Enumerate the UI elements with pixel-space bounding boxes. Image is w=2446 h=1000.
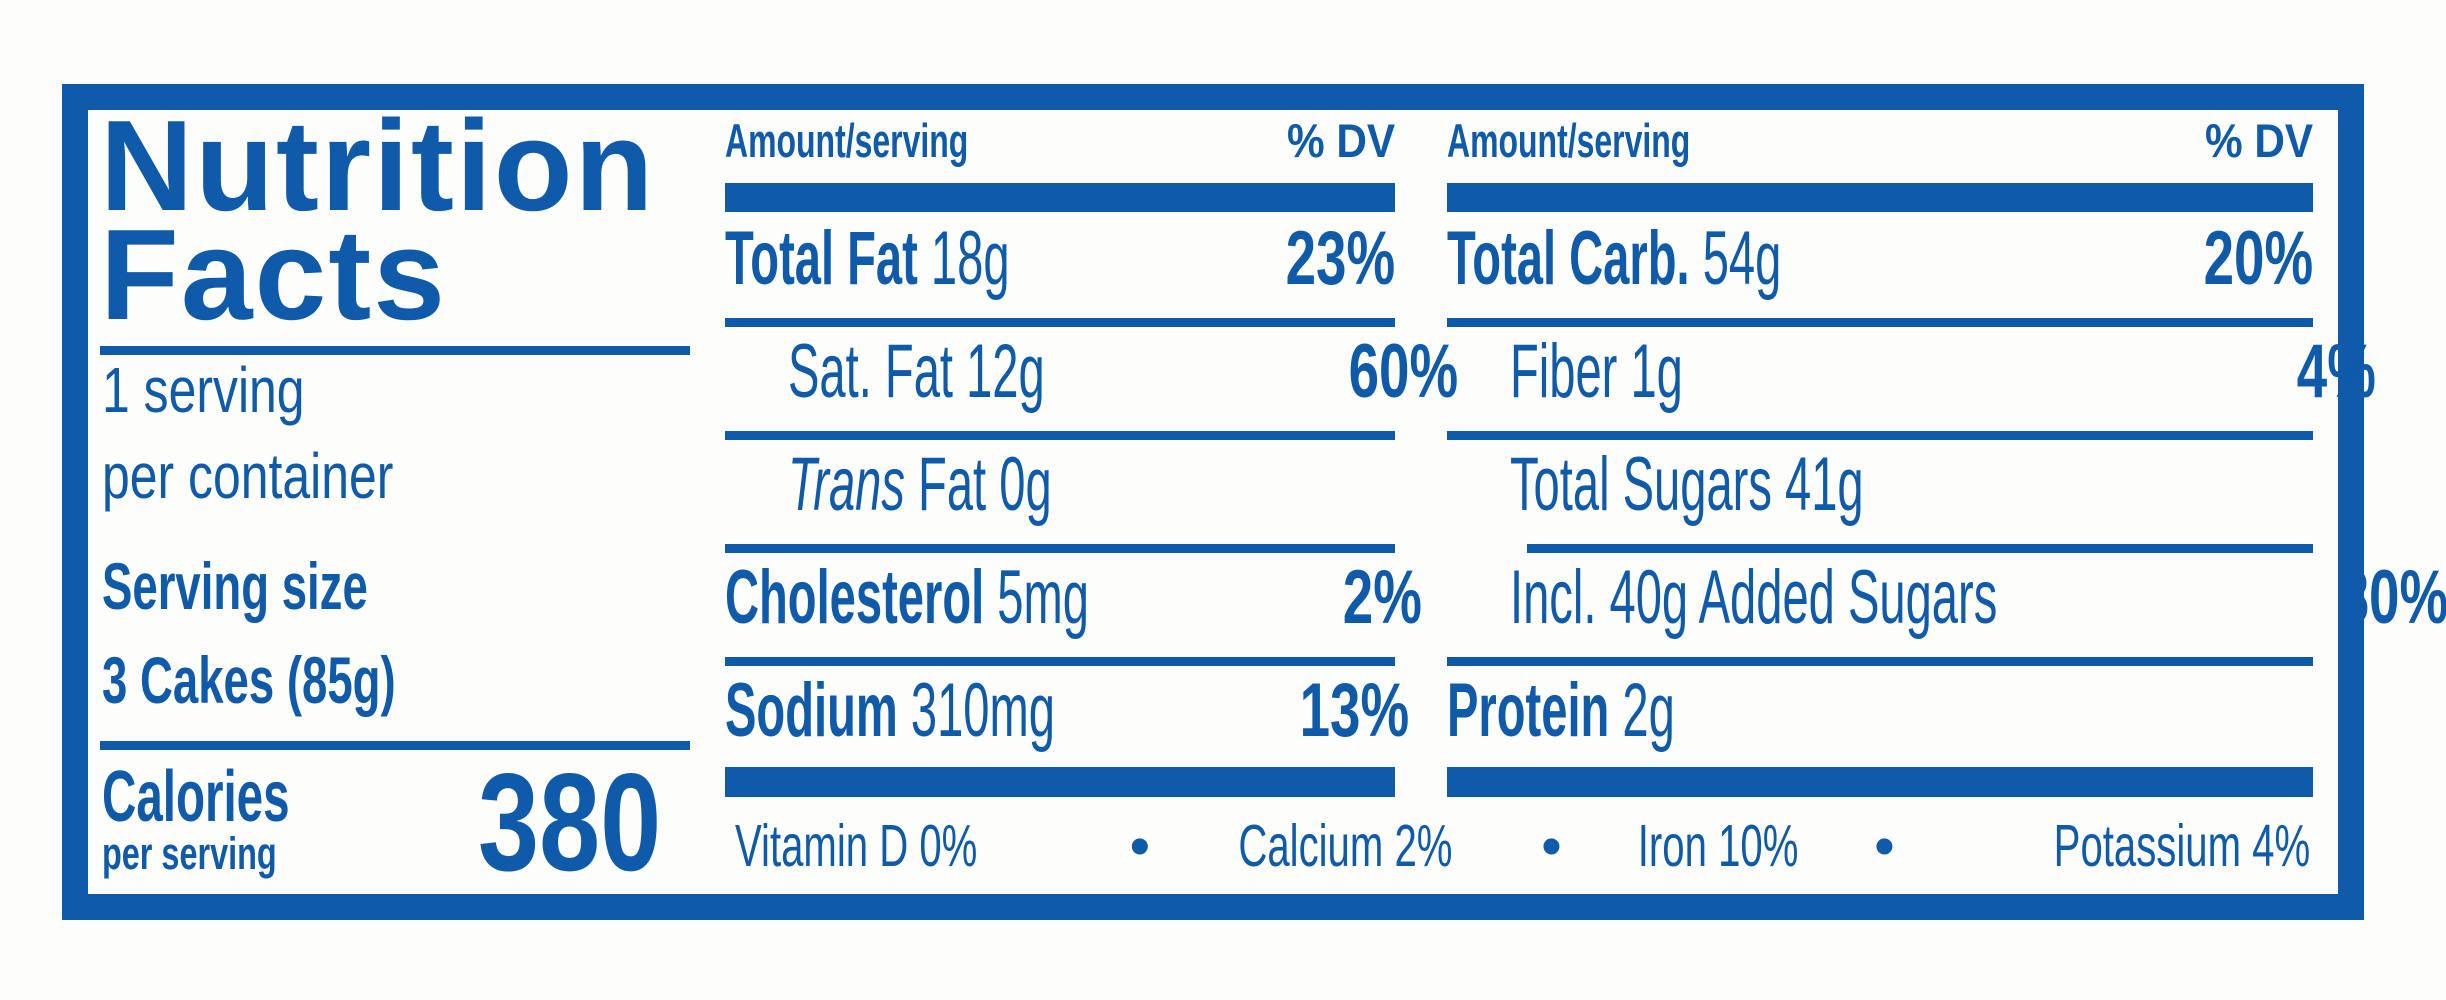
col1-header-amount: Amount/serving [725,114,969,167]
col1-header-bar [725,183,1395,212]
micronutrient-vitamin-d: Vitamin D 0% [735,813,978,879]
bullet-separator: • [1541,813,1562,879]
calories-sublabel: per serving [102,828,277,879]
calories-label: Calories [102,757,290,837]
nutrient-dv: 13% [1299,668,1410,753]
row-divider [725,431,1395,440]
nutrient-amount: 2g [1622,668,1675,753]
nutrient-name-italic: Trans [788,442,905,527]
title-line-2: Facts [100,203,447,347]
title-divider-rule [100,346,690,355]
nutrient-name: Cholesterol [725,555,985,640]
col1-bottom-bar [725,767,1395,797]
micronutrient-potassium: Potassium 4% [2053,813,2310,879]
bullet-separator: • [1129,813,1151,879]
row-divider [725,318,1395,327]
col1-header-dv: % DV [1286,114,1395,167]
nutrient-amount: 18g [930,216,1010,301]
nutrition-facts-title: Nutrition Facts [100,94,656,347]
nutrient-row-total-carb: Total Carb. 54g 20% [1447,221,2313,297]
nutrient-name: Total Fat [725,216,918,301]
nutrient-dv: 80% [2338,555,2446,640]
nutrient-amount: 54g [1702,216,1782,301]
micronutrient-calcium: Calcium 2% [1238,813,1453,879]
row-divider [1447,318,2313,327]
nutrient-row-sat-fat: Sat. Fat 12g 60% [725,334,1458,410]
nutrient-dv: 2% [1342,555,1422,640]
serving-size-label: Serving size [102,549,368,623]
nutrient-name: Protein [1447,668,1610,753]
nutrient-amount: 310mg [910,668,1055,753]
nutrient-dv: 23% [1285,216,1395,301]
nutrient-dv: 4% [2296,329,2376,414]
nutrient-row-cholesterol: Cholesterol 5mg 2% [725,560,1422,636]
nutrient-dv: 60% [1348,329,1458,414]
nutrient-row-protein: Protein 2g [1447,673,2313,749]
nutrient-dv: 20% [2203,216,2313,301]
row-divider [1447,431,2313,440]
bullet-separator: • [1874,813,1895,879]
calories-value: 380 [478,745,662,900]
row-divider [1447,657,2313,666]
nutrient-row-total-sugars: Total Sugars 41g [1447,447,2376,523]
micronutrient-iron: Iron 10% [1637,813,1799,879]
nutrient-amount: 0g [999,442,1052,527]
nutrient-row-fiber: Fiber 1g 4% [1447,334,2376,410]
col2-bottom-bar [1447,767,2313,797]
row-divider-indented [1527,544,2313,553]
title-line-1: Nutrition [100,94,656,238]
nutrient-name: Total Carb. [1447,216,1690,301]
col2-header-dv: % DV [2204,114,2313,167]
nutrient-amount: 1g [1630,329,1683,414]
row-divider [725,657,1395,666]
nutrient-row-total-fat: Total Fat 18g 23% [725,221,1395,297]
serving-size-value: 3 Cakes (85g) [102,643,396,717]
nutrient-row-trans-fat: Trans Fat 0g [725,447,1458,523]
nutrient-row-sodium: Sodium 310mg 13% [725,673,1409,749]
nutrient-name: Fiber [1510,329,1618,414]
col2-header-amount: Amount/serving [1447,114,1691,167]
serving-size-divider-rule [100,741,690,750]
nutrient-amount: 12g [966,329,1045,414]
col2-header-bar [1447,183,2313,212]
servings-per-container-line1: 1 serving [102,354,305,426]
nutrient-name: Sodium [725,668,898,753]
nutrient-name: Fat [918,442,987,527]
nutrient-name: Total Sugars [1510,442,1772,527]
micronutrients-line: Vitamin D 0% • Calcium 2% • Iron 10% • P… [735,817,2310,876]
nutrient-amount: 5mg [997,555,1089,640]
nutrient-amount: 41g [1785,442,1864,527]
col1-header: Amount/serving % DV [725,117,1395,164]
nutrient-row-added-sugars: Incl. 40g Added Sugars 80% [1447,560,2446,636]
col2-header: Amount/serving % DV [1447,117,2313,164]
servings-per-container-line2: per container [102,440,394,512]
row-divider [725,544,1395,553]
nutrient-name: Sat. Fat [788,329,953,414]
nutrient-name: Incl. 40g Added Sugars [1510,555,1998,640]
